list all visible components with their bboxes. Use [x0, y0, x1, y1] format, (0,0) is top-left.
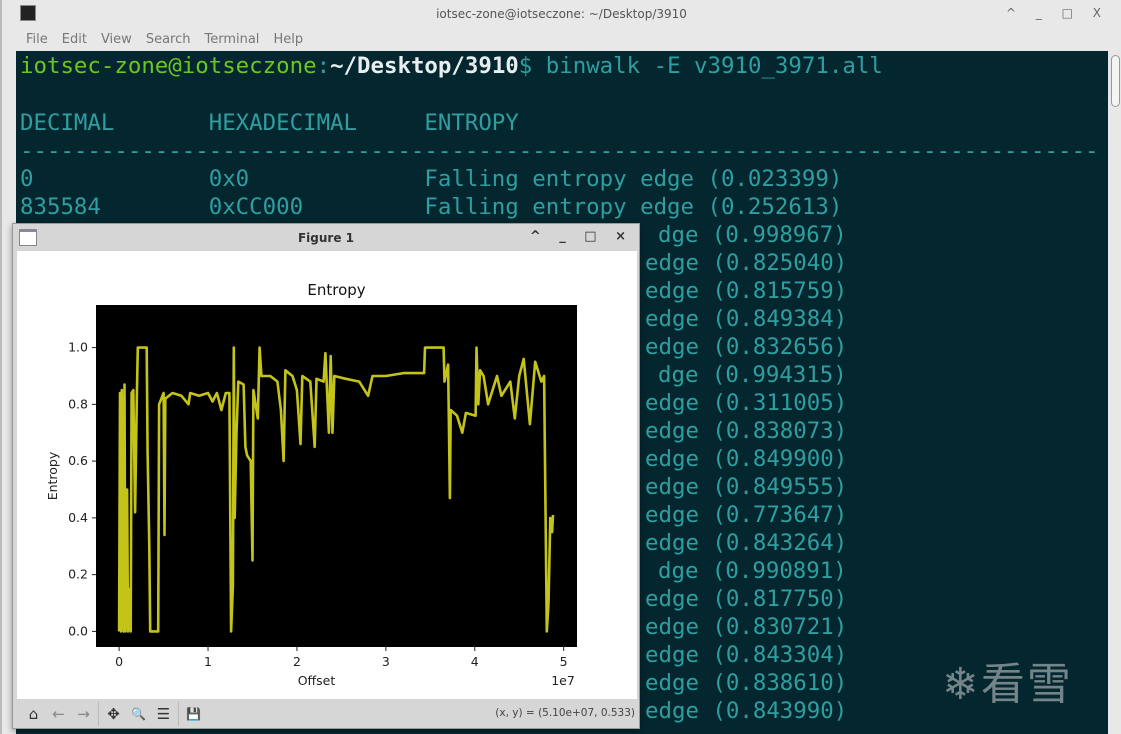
y-tick-label: 0.0 — [68, 623, 88, 638]
y-tick-label: 0.6 — [68, 453, 88, 468]
y-tick-label: 0.2 — [68, 567, 88, 582]
terminal-title: iotsec-zone@iotseczone: ~/Desktop/3910 — [436, 7, 687, 21]
terminal-icon — [20, 5, 36, 21]
output-row: edge (0.311005) — [645, 390, 848, 416]
output-row: edge (0.815759) — [645, 278, 848, 304]
menu-view[interactable]: View — [100, 31, 132, 47]
y-tick-label: 0.4 — [68, 510, 88, 525]
divider — [178, 702, 179, 726]
output-row: edge (0.843990) — [645, 698, 848, 724]
entropy-chart: 0 1 2 3 4 5 0.0 0.2 0.4 0.6 0.8 1.0 Entropy Offset 1e7… — [45, 281, 577, 688]
figure-titlebar: Figure 1 ^ _ □ × — [13, 224, 639, 251]
plot-canvas[interactable]: 0 1 2 3 4 5 0.0 0.2 0.4 0.6 0.8 1.0 Entropy Offset 1e7… — [17, 251, 637, 699]
output-row: edge (0.849384) — [645, 306, 848, 332]
prompt-dollar: $ — [518, 53, 533, 79]
menu-help[interactable]: Help — [273, 31, 304, 47]
chart-title: Entropy — [307, 281, 365, 299]
x-tick-label: 0 — [115, 654, 123, 669]
window-icon — [19, 229, 37, 246]
output-row: dge (0.990891) — [658, 558, 847, 584]
command: binwalk -E v3910_3971.all — [532, 53, 883, 79]
entropy-line — [117, 346, 555, 633]
menu-search[interactable]: Search — [145, 31, 191, 47]
output-row: edge (0.773647) — [645, 502, 848, 528]
output-row: edge (0.843264) — [645, 530, 848, 556]
cursor-coordinates: (x, y) = (5.10e+07, 0.533) — [495, 707, 635, 719]
menu-file[interactable]: File — [26, 31, 48, 47]
x-tick-label: 2 — [293, 654, 301, 669]
x-tick-label: 4 — [471, 654, 479, 669]
plot-area — [96, 305, 577, 647]
figure-title: Figure 1 — [297, 230, 355, 245]
command-line: iotsec-zone@iotseczone:~/Desktop/3910$ b… — [20, 52, 883, 80]
x-tick-label: 1 — [204, 654, 212, 669]
window-controls[interactable]: ^ _ □ × — [529, 229, 633, 244]
menu-terminal[interactable]: Terminal — [204, 31, 260, 47]
home-icon[interactable]: ⌂ — [28, 705, 39, 723]
output-row: dge (0.994315) — [658, 362, 847, 388]
watermark-logo: ❄看雪 — [942, 659, 1073, 710]
prompt-path: ~/Desktop/3910 — [330, 53, 519, 79]
output-row: 0 0x0 Falling entropy edge (0.023399) — [20, 166, 843, 192]
divider: ----------------------------------------… — [20, 138, 1099, 164]
output-row: edge (0.832656) — [645, 334, 848, 360]
output-row: dge (0.998967) — [658, 222, 847, 248]
configure-icon[interactable]: ☰ — [156, 705, 171, 723]
x-tick-label: 5 — [560, 654, 568, 669]
output-row: edge (0.825040) — [645, 250, 848, 276]
back-icon[interactable]: ← — [52, 705, 65, 723]
output-row: edge (0.849900) — [645, 446, 848, 472]
terminal-titlebar: iotsec-zone@iotseczone: ~/Desktop/3910 ^… — [2, 0, 1121, 28]
figure-toolbar: ⌂ ← → ✥ 🔍 ☰ 💾 (x, y) = (5.10e+07, 0.533) — [13, 699, 639, 729]
x-tick-label: 3 — [382, 654, 390, 669]
prompt-sep: : — [316, 53, 331, 79]
output-row: edge (0.843304) — [645, 642, 848, 668]
divider — [98, 702, 99, 726]
y-tick-label: 0.8 — [68, 396, 88, 411]
menubar: File Edit View Search Terminal Help — [2, 28, 1121, 50]
output-row: edge (0.838610) — [645, 670, 848, 696]
y-tick-label: 1.0 — [68, 340, 88, 355]
save-icon[interactable]: 💾 — [186, 707, 201, 721]
output-row: edge (0.817750) — [645, 586, 848, 612]
output-row: edge (0.838073) — [645, 418, 848, 444]
output-row: edge (0.849555) — [645, 474, 848, 500]
output-row: edge (0.830721) — [645, 614, 848, 640]
pan-icon[interactable]: ✥ — [107, 705, 120, 723]
output-row: 835584 0xCC000 Falling entropy edge (0.2… — [20, 194, 843, 220]
menu-edit[interactable]: Edit — [61, 31, 87, 47]
forward-icon[interactable]: → — [77, 705, 90, 723]
prompt-user: iotsec-zone@iotseczone — [20, 53, 317, 79]
x-scale-label: 1e7 — [551, 673, 575, 688]
table-header: DECIMAL HEXADECIMAL ENTROPY — [20, 110, 519, 136]
figure-window: Figure 1 ^ _ □ × 0 1 2 3 4 5 0.0 0.2 0.4 0.6 0.8 1.… — [12, 223, 640, 729]
zoom-icon[interactable]: 🔍 — [131, 707, 146, 721]
y-axis-label: Entropy — [45, 451, 60, 500]
window-controls[interactable]: ^ _ □ X — [1005, 6, 1109, 20]
scrollbar[interactable] — [1108, 51, 1121, 734]
x-axis-label: Offset — [298, 673, 336, 688]
scrollbar-thumb[interactable] — [1111, 55, 1120, 107]
